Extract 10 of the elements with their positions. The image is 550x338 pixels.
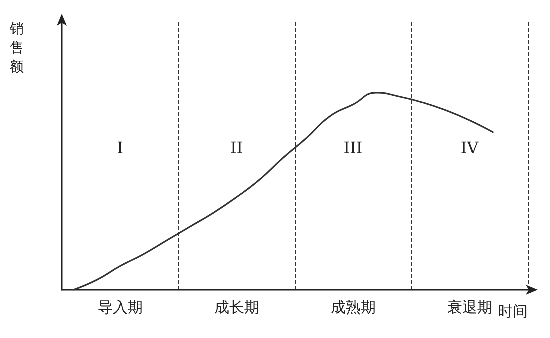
annotation: I — [117, 138, 124, 158]
annotation: III — [344, 138, 363, 158]
annotation: II — [230, 138, 244, 158]
y-axis-title: 销售额 — [9, 22, 24, 76]
x-tick-label: 衰退期 — [447, 298, 492, 316]
x-tick-label: 成长期 — [214, 298, 260, 316]
x-tick-label: 导入期 — [98, 298, 143, 316]
x-axis-title: 时间 — [498, 302, 528, 320]
x-tick-label: 成熟期 — [330, 298, 376, 316]
annotation: IV — [460, 138, 480, 158]
